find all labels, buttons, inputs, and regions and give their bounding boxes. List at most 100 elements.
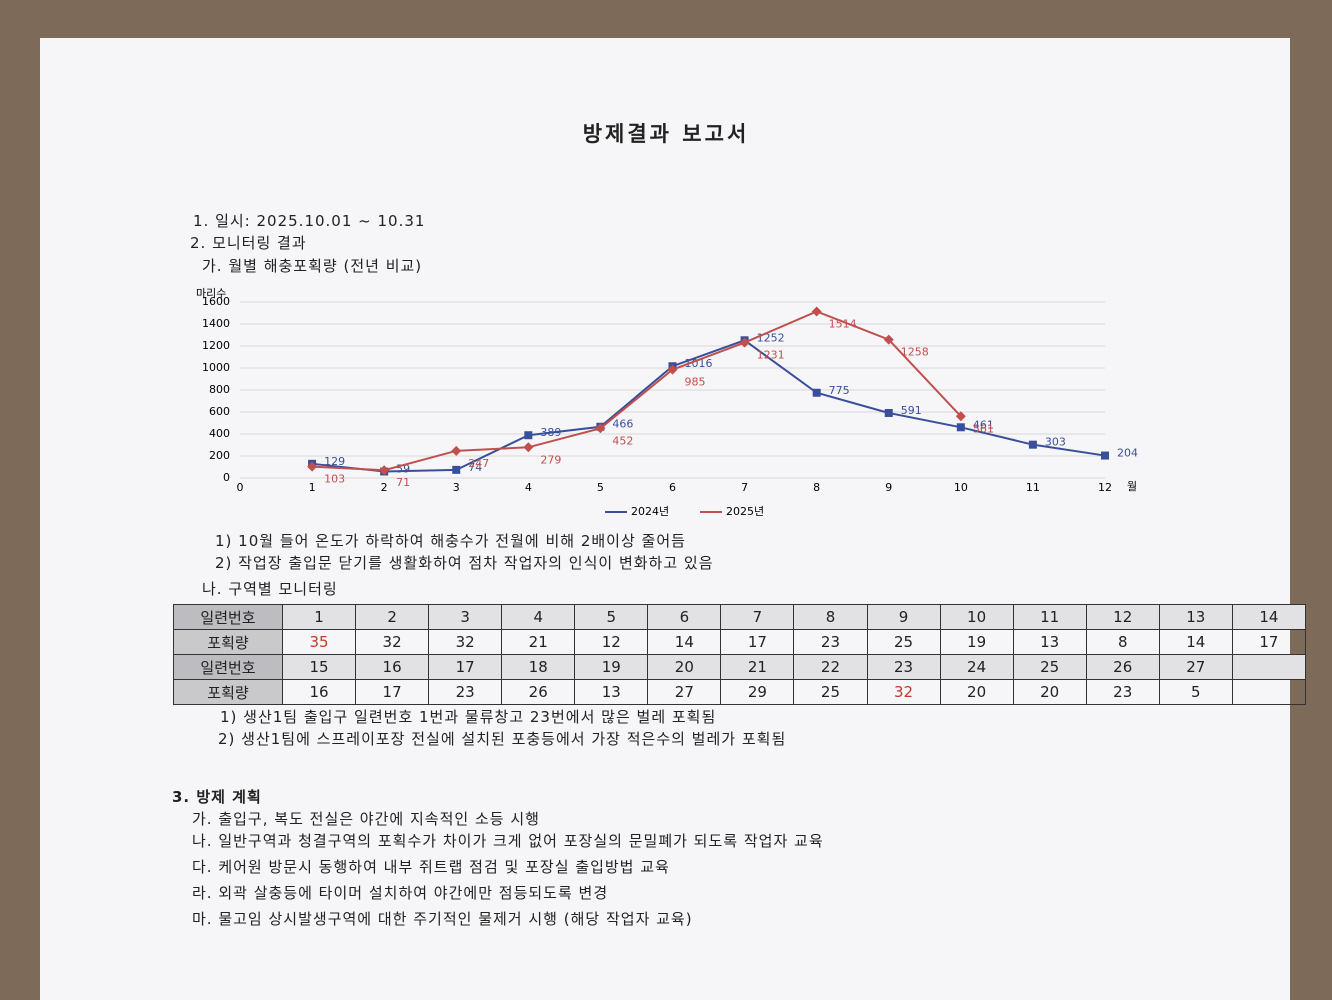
data-label: 279: [540, 453, 561, 466]
y-tick-label: 1600: [202, 295, 230, 308]
table-cell: 32: [428, 629, 503, 655]
table-cell: 32: [355, 629, 430, 655]
point: [451, 445, 462, 456]
table-cell: 14: [647, 629, 722, 655]
table-cell: 14: [1231, 604, 1307, 630]
y-tick-label: 1400: [202, 317, 230, 330]
plan-item: 다. 케어원 방문시 동행하여 내부 쥐트랩 점검 및 포장실 출입방법 교육: [192, 858, 670, 876]
table-cell: 23: [793, 629, 868, 655]
x-axis-label: 월: [1127, 480, 1137, 493]
x-tick-label: 9: [885, 481, 892, 494]
table-cell: 8: [1085, 629, 1160, 655]
data-label: 1231: [757, 349, 785, 362]
table-cell: 5: [1158, 679, 1233, 705]
table-cell: 12: [1085, 604, 1160, 630]
table-cell: 일련번호: [173, 654, 283, 680]
data-label: 985: [685, 376, 706, 389]
table-cell: 포획량: [173, 629, 283, 655]
point: [956, 423, 965, 432]
table-cell: 5: [574, 604, 649, 630]
table-cell: 일련번호: [173, 604, 283, 630]
table-cell: 9: [866, 604, 941, 630]
data-label: 247: [468, 457, 489, 470]
legend-label: 2025년: [726, 505, 764, 518]
point: [307, 461, 318, 472]
point: [379, 465, 390, 476]
table-cell: 16: [355, 654, 430, 680]
point: [884, 408, 893, 417]
x-tick-label: 4: [525, 481, 532, 494]
table-cell: 20: [1012, 679, 1087, 705]
heading: 3. 방제 계획: [172, 788, 262, 806]
data-label: 775: [829, 384, 850, 397]
table-row: 일련번호 15 16 17 18 19 20 21 22 23 24 25 26 27: [173, 654, 1307, 680]
series-line: [312, 310, 962, 472]
data-label: 303: [1045, 436, 1066, 449]
table-cell: 23: [866, 654, 941, 680]
table-cell: 19: [574, 654, 649, 680]
table-cell: 포획량: [173, 679, 283, 705]
data-label: 389: [540, 426, 561, 439]
table-cell: 11: [1012, 604, 1087, 630]
x-tick-label: 0: [237, 481, 244, 494]
point: [524, 431, 533, 440]
y-tick-label: 1200: [202, 339, 230, 352]
data-label: 103: [324, 473, 345, 486]
table-row: 포획량 16 17 23 26 13 27 29 25 32 20 20 23 5: [173, 679, 1307, 705]
point: [595, 423, 606, 434]
data-label: 129: [324, 455, 345, 468]
table-cell: 27: [647, 679, 722, 705]
sub-heading: 나. 구역별 모니터링: [202, 580, 338, 598]
table-cell: 3: [428, 604, 503, 630]
x-tick-label: 12: [1098, 481, 1112, 494]
point: [452, 465, 461, 474]
x-tick-label: 2: [381, 481, 388, 494]
x-tick-label: 3: [453, 481, 460, 494]
table-cell: 20: [939, 679, 1014, 705]
note: 2) 생산1팀에 스프레이포장 전실에 설치된 포충등에서 가장 적은수의 벌레…: [218, 730, 787, 748]
x-tick-label: 1: [309, 481, 316, 494]
section1: 1. 일시: 2025.10.01 ~ 10.31: [193, 212, 426, 230]
data-label: 1258: [901, 346, 929, 359]
table-cell: 17: [428, 654, 503, 680]
plan-item: 나. 일반구역과 청결구역의 포획수가 차이가 크게 없어 포장실의 문밀폐가 …: [192, 832, 824, 850]
point: [955, 411, 966, 422]
x-tick-label: 5: [597, 481, 604, 494]
table-cell: 17: [720, 629, 795, 655]
data-label: 466: [612, 418, 633, 431]
table-cell: 16: [281, 679, 357, 705]
data-label: 1016: [685, 357, 713, 370]
x-tick-label: 11: [1026, 481, 1040, 494]
point: [811, 306, 822, 317]
table-cell: 8: [793, 604, 868, 630]
table-cell: 19: [939, 629, 1014, 655]
table-cell: 25: [866, 629, 941, 655]
table-cell: 25: [1012, 654, 1087, 680]
point: [739, 337, 750, 348]
data-label: 461: [973, 418, 994, 431]
data-label: 1252: [757, 331, 785, 344]
table-cell: 12: [574, 629, 649, 655]
table-cell: 1: [281, 604, 357, 630]
table-cell: 26: [1085, 654, 1160, 680]
table-cell: 13: [574, 679, 649, 705]
point: [667, 364, 678, 375]
point: [1101, 451, 1109, 460]
table-cell: 13: [1012, 629, 1087, 655]
table-cell: 13: [1158, 604, 1233, 630]
data-label: 1514: [829, 317, 857, 330]
table-cell: 17: [1231, 629, 1307, 655]
x-tick-label: 10: [954, 481, 968, 494]
table-cell: 10: [939, 604, 1014, 630]
table-cell: 24: [939, 654, 1014, 680]
sub-heading: 가. 월별 해충포획량 (전년 비교): [202, 257, 423, 275]
table-cell: 7: [720, 604, 795, 630]
table-cell: [1231, 654, 1307, 680]
x-tick-label: 7: [741, 481, 748, 494]
plan-item: 라. 외곽 살충등에 타이머 설치하여 야간에만 점등되도록 변경: [192, 884, 609, 902]
data-label: 74: [468, 461, 482, 474]
table-cell: 25: [793, 679, 868, 705]
table-cell: 20: [647, 654, 722, 680]
